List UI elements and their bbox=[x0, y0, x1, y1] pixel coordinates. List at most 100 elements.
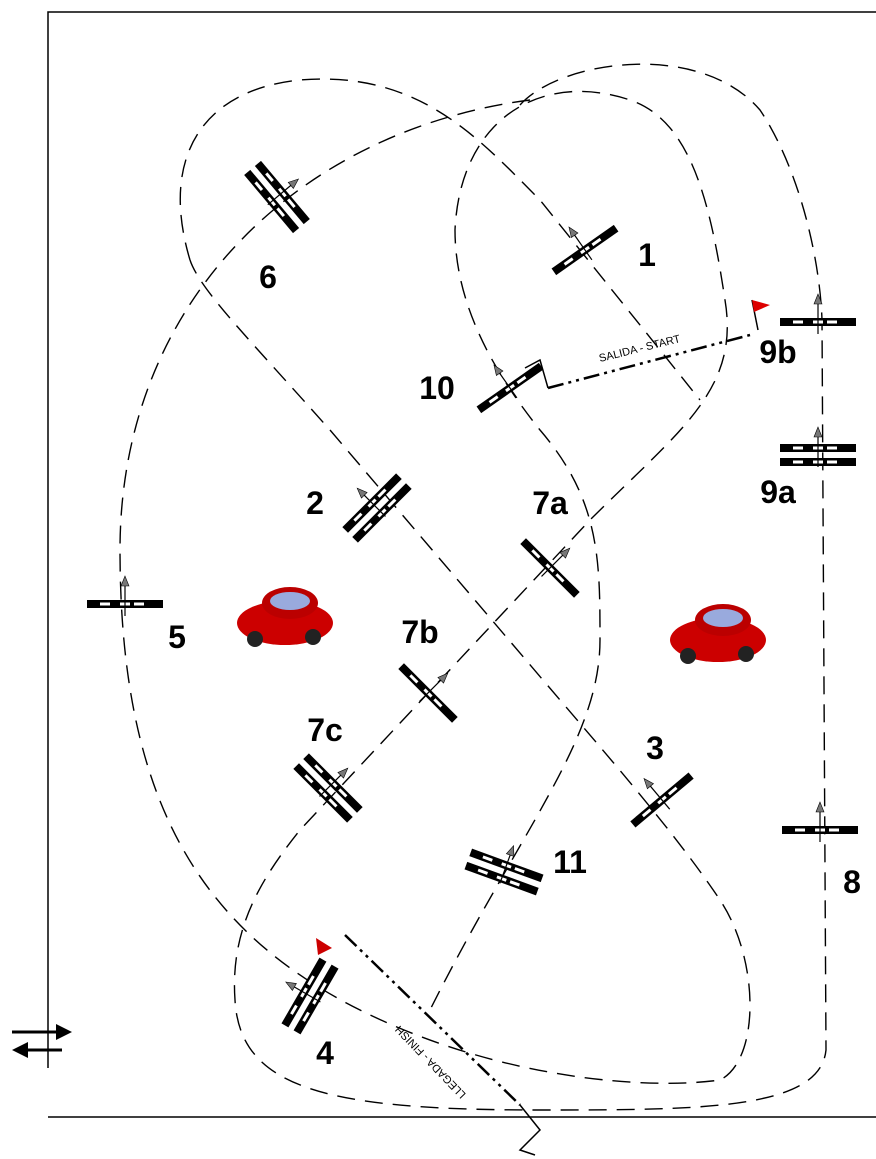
gate-stripe bbox=[555, 573, 565, 583]
gate-stripe bbox=[314, 764, 324, 774]
gate-arrow bbox=[362, 493, 386, 517]
flags bbox=[316, 299, 770, 955]
gate-stripe bbox=[827, 320, 837, 324]
gate-number: 2 bbox=[306, 485, 324, 521]
gate bbox=[87, 575, 163, 616]
gate-stripe bbox=[265, 172, 274, 182]
gate bbox=[293, 753, 363, 823]
gate bbox=[476, 362, 544, 414]
border bbox=[47, 11, 876, 1118]
gate-number: 8 bbox=[843, 864, 861, 900]
gate-number: 4 bbox=[316, 1035, 334, 1071]
car bbox=[237, 587, 333, 647]
gate-stripe bbox=[304, 774, 314, 784]
gate-stripe bbox=[286, 198, 296, 209]
gate-stripe bbox=[827, 460, 837, 464]
gate-stripe bbox=[254, 181, 264, 191]
gate bbox=[398, 663, 458, 723]
gate-number: 11 bbox=[553, 844, 587, 880]
car bbox=[670, 604, 766, 664]
gate-stripe bbox=[307, 975, 315, 986]
gate-stripe bbox=[793, 460, 803, 464]
gate-number: 6 bbox=[259, 259, 277, 295]
gate-number: 9b bbox=[759, 334, 796, 370]
gate-arrow-head bbox=[287, 178, 300, 190]
gate bbox=[780, 293, 856, 334]
gate-arrow-head bbox=[813, 426, 823, 438]
gate bbox=[782, 801, 858, 842]
gates bbox=[87, 160, 858, 1035]
gate-stripe bbox=[302, 1011, 310, 1022]
gate-stripe bbox=[433, 698, 443, 708]
gate bbox=[780, 426, 856, 467]
gate-arrow-head bbox=[120, 575, 130, 587]
gate-arrow bbox=[319, 773, 343, 797]
gate-stripe bbox=[387, 498, 397, 508]
gate-stripe bbox=[514, 867, 525, 874]
gate bbox=[281, 957, 339, 1035]
gate-arrow bbox=[573, 233, 593, 261]
gate-stripe bbox=[477, 868, 489, 875]
gate-arrow bbox=[419, 678, 443, 702]
gate-labels: 1 2 3 4 5 6 7a 7b 7c 8 9a 9b 10 11 bbox=[168, 237, 861, 1071]
gate-arrow-head bbox=[493, 364, 504, 377]
gate-arrow-head bbox=[505, 844, 515, 857]
gate-arrow bbox=[267, 183, 293, 206]
gate-stripe bbox=[827, 446, 837, 450]
gate-stripe bbox=[290, 1004, 298, 1015]
gate-stripe bbox=[363, 522, 373, 532]
gate-arrow-head bbox=[815, 801, 825, 813]
route bbox=[119, 63, 827, 1156]
entry-arrows bbox=[12, 1024, 72, 1058]
gate-arrow bbox=[648, 784, 671, 810]
gate-stripe bbox=[328, 798, 338, 808]
gate-arrow-head bbox=[356, 487, 368, 499]
gate bbox=[342, 473, 412, 543]
gate-stripe bbox=[353, 512, 363, 522]
gate-stripe bbox=[793, 446, 803, 450]
gate-arrow-head bbox=[559, 547, 571, 559]
gate-stripe bbox=[531, 549, 541, 559]
start-label: SALIDA - START bbox=[598, 333, 682, 365]
gate bbox=[464, 844, 544, 896]
gate-number: 7c bbox=[307, 712, 343, 748]
gate-number: 1 bbox=[638, 237, 656, 273]
gate-arrow-head bbox=[813, 293, 823, 305]
gate bbox=[630, 772, 694, 828]
gate-stripe bbox=[793, 320, 803, 324]
gate-stripe bbox=[319, 982, 327, 993]
gate-stripe bbox=[276, 207, 285, 218]
gate-stripe bbox=[509, 880, 520, 887]
gate-stripe bbox=[134, 602, 144, 606]
gate-number: 7a bbox=[532, 485, 568, 521]
gate-stripe bbox=[338, 788, 348, 798]
gate bbox=[244, 160, 310, 234]
gate-stripe bbox=[516, 375, 527, 385]
gate-arrow bbox=[499, 853, 512, 884]
gate-stripe bbox=[829, 828, 839, 832]
gate-arrow-head bbox=[568, 226, 579, 239]
gate-arrow-head bbox=[437, 672, 449, 684]
gate-stripe bbox=[667, 786, 678, 796]
gate-stripe bbox=[563, 257, 574, 266]
gate-number: 5 bbox=[168, 619, 186, 655]
gate-stripe bbox=[482, 855, 493, 862]
gate-stripe bbox=[488, 395, 499, 404]
gate-stripe bbox=[591, 237, 602, 247]
gate-arrow bbox=[541, 553, 565, 577]
gate bbox=[551, 224, 619, 276]
gate-stripe bbox=[100, 602, 110, 606]
gate-stripe bbox=[377, 488, 387, 498]
gate-arrow bbox=[498, 371, 518, 399]
finish-label: LLEGADA - FINISH bbox=[393, 1023, 468, 1100]
gate-arrow-head bbox=[285, 981, 297, 991]
gate-number: 3 bbox=[646, 730, 664, 766]
gate-number: 7b bbox=[401, 614, 438, 650]
gate-stripe bbox=[409, 674, 419, 684]
gate-number: 10 bbox=[419, 370, 455, 406]
gate-stripe bbox=[795, 828, 805, 832]
gate-stripe bbox=[641, 808, 652, 818]
gate bbox=[520, 538, 580, 598]
gate-arrow-head bbox=[643, 777, 655, 790]
